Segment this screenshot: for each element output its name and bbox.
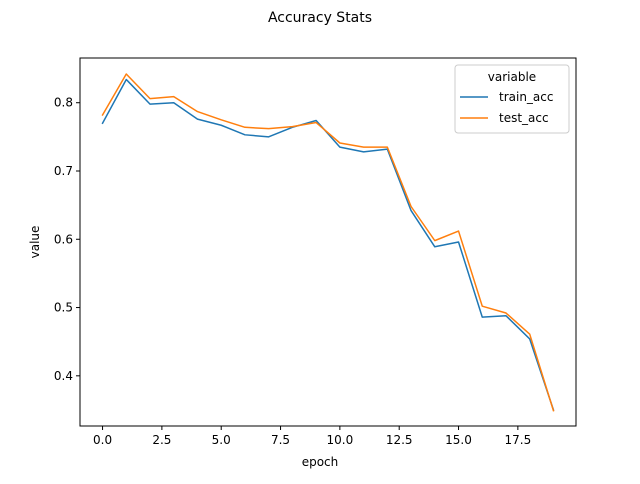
- axes-ticks: 0.0 2.5 5.0 7.5 10.0 12.5 15.0 17.5 0.4 0.5 0.6 0.7…: [54, 96, 531, 447]
- y-tick-label: 0.7: [54, 164, 73, 178]
- series-line-train-acc: [101, 78, 555, 411]
- x-axis-label: epoch: [302, 455, 339, 469]
- x-tick-label: 7.5: [271, 433, 290, 447]
- axes-frame: [79, 57, 577, 427]
- legend-label-train-acc: train_acc: [499, 90, 553, 104]
- series-line-test-acc: [101, 73, 555, 412]
- legend-box: [454, 64, 570, 134]
- legend-label-test-acc: test_acc: [499, 111, 549, 125]
- y-tick-label: 0.6: [54, 232, 73, 246]
- x-tick-label: 2.5: [152, 433, 171, 447]
- x-tick-label: 10.0: [327, 433, 354, 447]
- x-tick-label: 5.0: [212, 433, 231, 447]
- legend-title: variable: [488, 70, 536, 84]
- x-tick-label: 17.5: [505, 433, 532, 447]
- chart-title: Accuracy Stats: [268, 10, 372, 26]
- y-tick-label: 0.4: [54, 369, 73, 383]
- y-tick-label: 0.8: [54, 96, 73, 110]
- y-axis-label: value: [28, 226, 42, 259]
- x-tick-label: 15.0: [445, 433, 472, 447]
- legend: variable train_acc test_acc: [454, 64, 570, 134]
- x-tick-label: 0.0: [93, 433, 112, 447]
- y-tick-label: 0.5: [54, 301, 73, 315]
- plot-series: [101, 73, 555, 412]
- x-tick-label: 12.5: [386, 433, 413, 447]
